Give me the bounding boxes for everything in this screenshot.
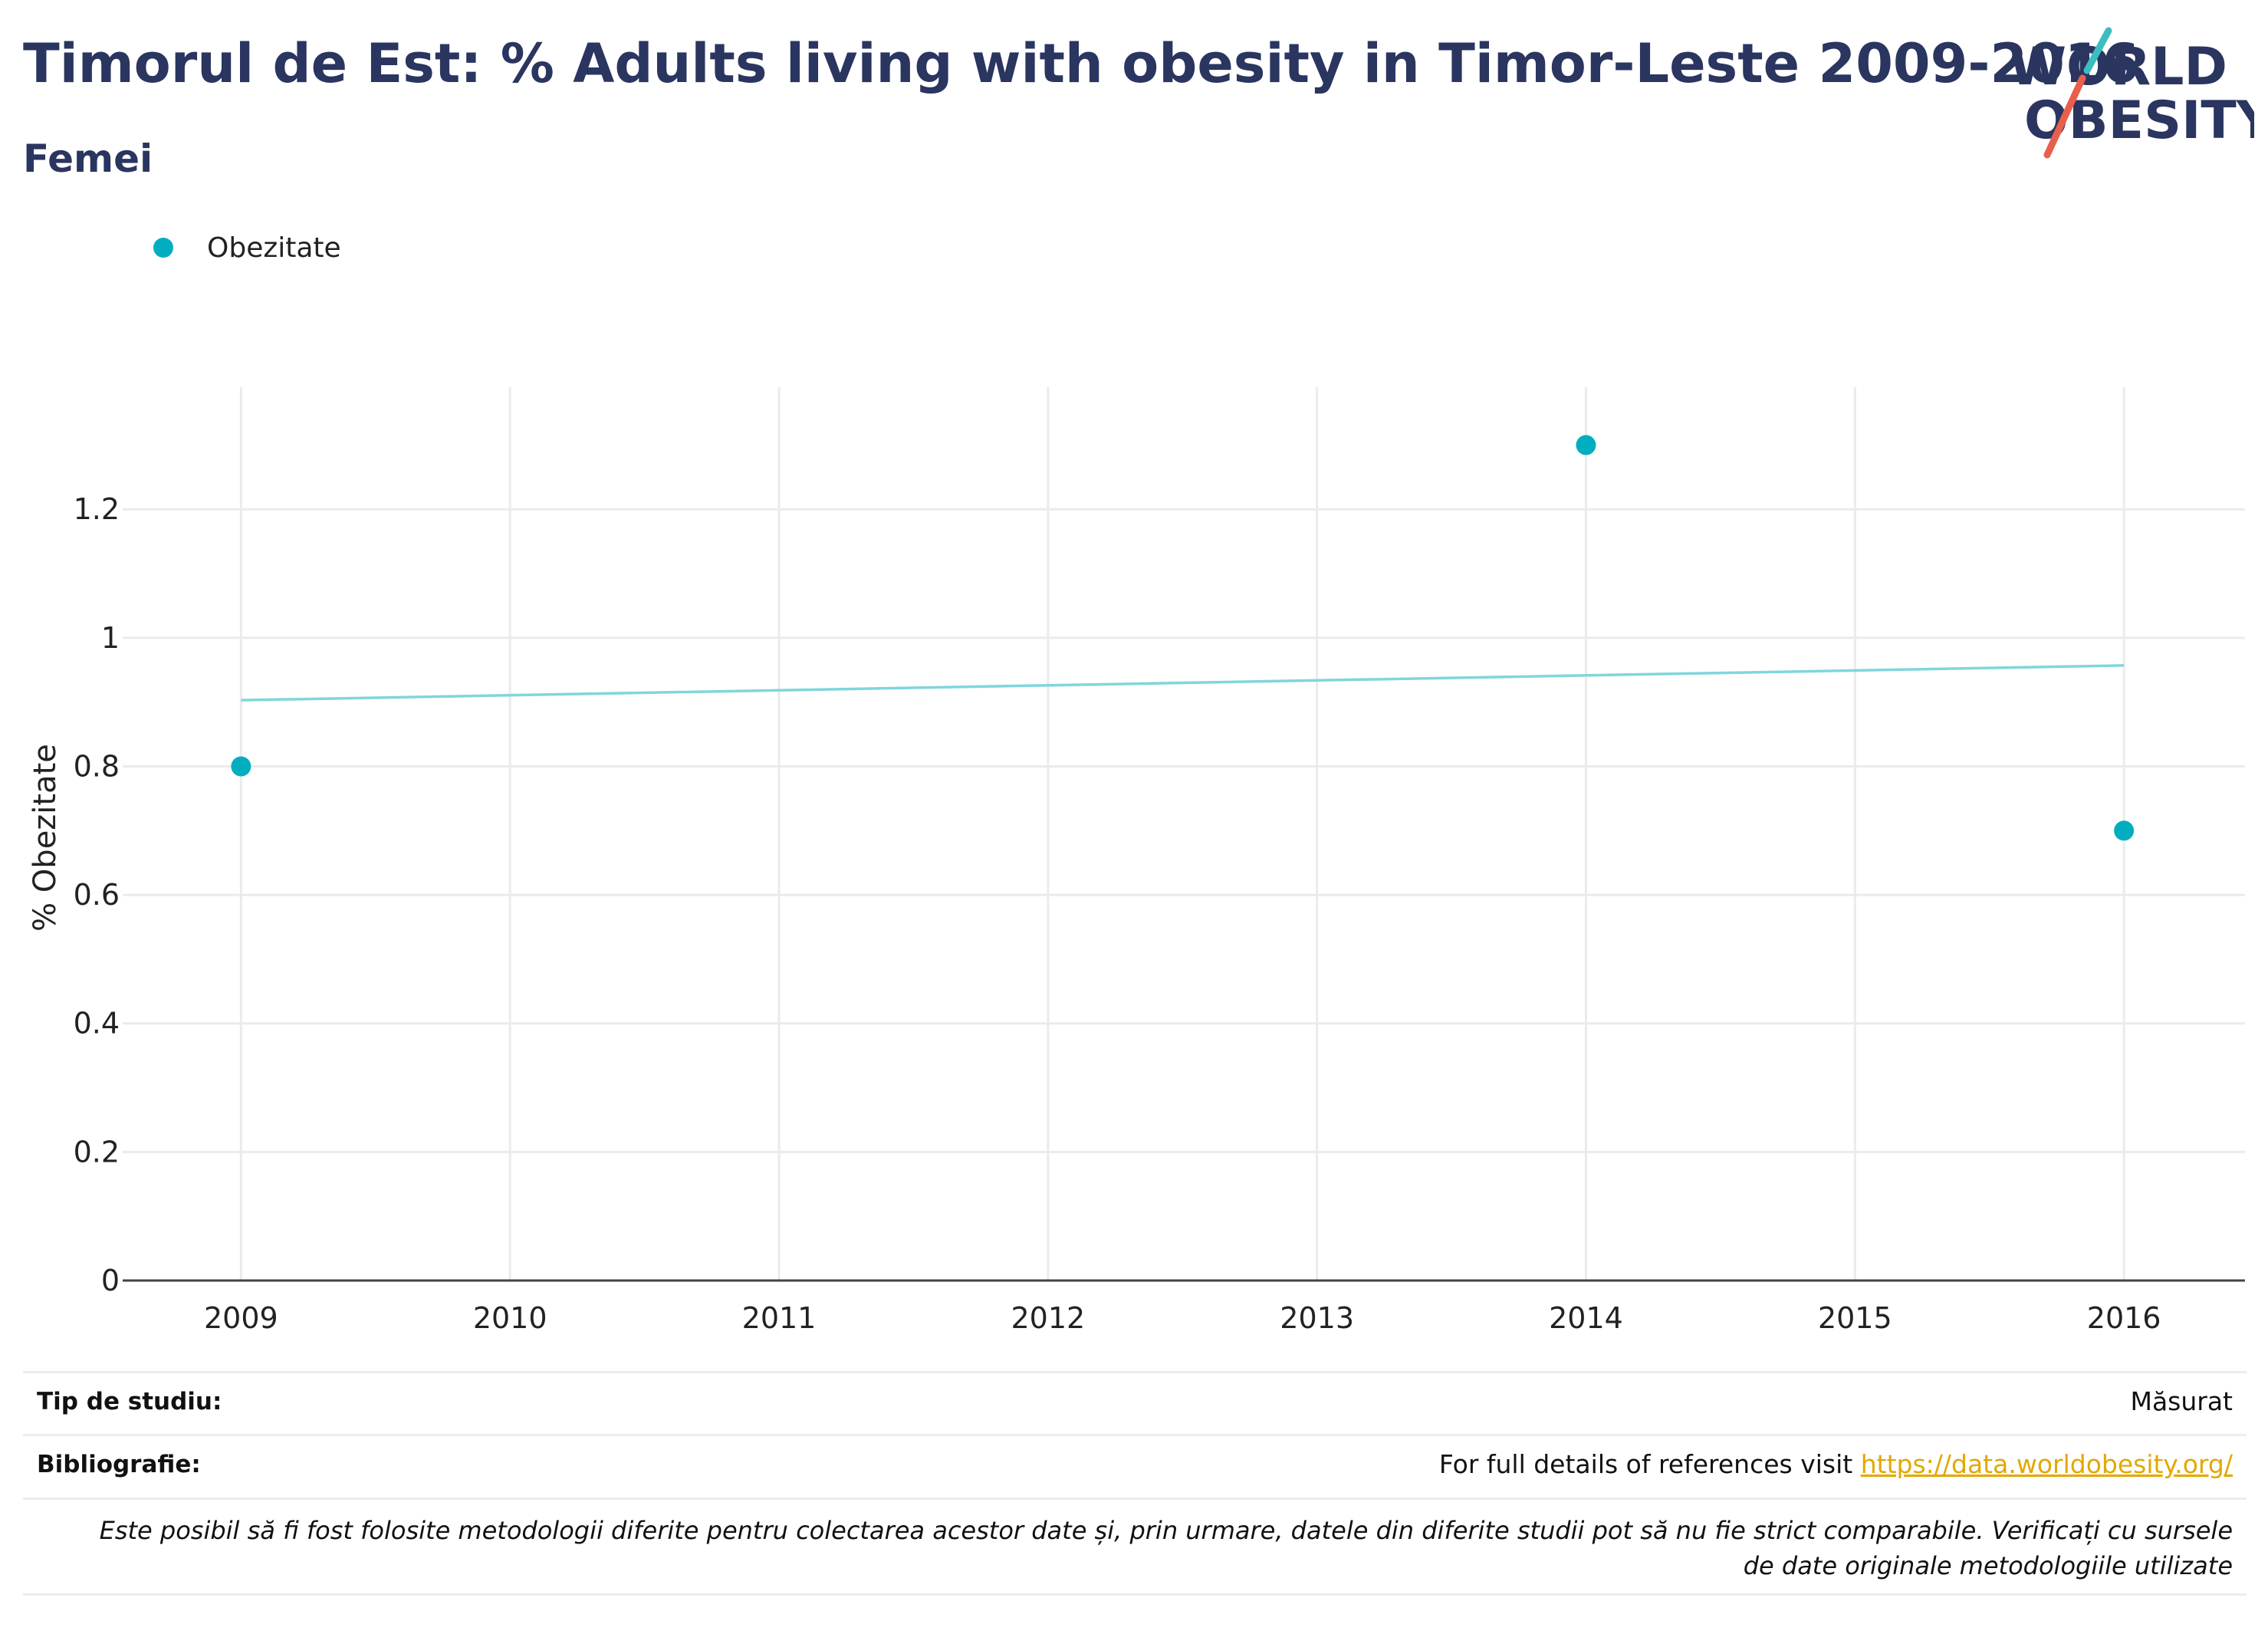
- x-tick-label: 2014: [1549, 1301, 1623, 1335]
- y-tick-label: 0.6: [74, 878, 120, 912]
- note-row: Este posibil să fi fost folosite metodol…: [23, 1498, 2247, 1593]
- y-axis-title: % Obezitate: [28, 744, 63, 932]
- methodology-note: Este posibil să fi fost folosite metodol…: [99, 1516, 2233, 1580]
- bibliography-value: For full details of references visit htt…: [1439, 1449, 2233, 1479]
- chart-subtitle: Femei: [23, 136, 153, 181]
- bibliography-row: Bibliografie: For full details of refere…: [23, 1434, 2247, 1498]
- footer-row-bibliography: [23, 1498, 2247, 1500]
- x-tick-label: 2009: [204, 1301, 278, 1335]
- study-type-label: Tip de studiu:: [37, 1388, 222, 1415]
- trend-line: [241, 664, 2125, 702]
- y-tick-label: 0.8: [74, 749, 120, 783]
- data-point: [1576, 435, 1596, 455]
- world-obesity-logo: WORLD OBESITY: [2009, 27, 2254, 159]
- x-tick-label: 2015: [1818, 1301, 1892, 1335]
- y-tick-label: 1.2: [74, 492, 120, 526]
- footer-row-study-type: [23, 1434, 2247, 1436]
- y-tick-label: 0.2: [74, 1135, 120, 1169]
- x-tick-label: 2016: [2087, 1301, 2161, 1335]
- study-type-value: Măsurat: [2130, 1386, 2233, 1416]
- y-tick-label: 1: [101, 621, 120, 655]
- bibliography-link[interactable]: https://data.worldobesity.org/: [1860, 1449, 2233, 1479]
- y-tick-label: 0.4: [74, 1007, 120, 1041]
- logo-line1: WORLD: [2009, 37, 2227, 97]
- data-point: [231, 756, 251, 777]
- x-tick-label: 2011: [742, 1301, 817, 1335]
- footer-divider-top: [23, 1371, 2247, 1373]
- y-tick-label: 0: [101, 1264, 120, 1297]
- logo-slash-teal: [2083, 27, 2112, 74]
- study-type-row: Tip de studiu: Măsurat: [23, 1371, 2247, 1434]
- legend[interactable]: Obezitate: [153, 228, 341, 267]
- logo-slash-red: [2043, 74, 2086, 159]
- legend-marker: [153, 238, 173, 258]
- bibliography-label: Bibliografie:: [37, 1451, 201, 1478]
- bibliography-text: For full details of references visit: [1438, 1449, 1861, 1479]
- data-point: [2114, 820, 2135, 841]
- scatter-chart: 2009 2010 2011 2012 2013 2014 2015 2016 0 0.2 0.4 0…: [28, 387, 2245, 1335]
- footer-divider-bottom: [23, 1593, 2247, 1596]
- legend-label: Obezitate: [207, 232, 341, 264]
- chart-title: Timorul de Est: % Adults living with obe…: [23, 32, 2140, 95]
- x-tick-label: 2013: [1280, 1301, 1354, 1335]
- x-tick-label: 2010: [473, 1301, 547, 1335]
- x-tick-label: 2012: [1011, 1301, 1085, 1335]
